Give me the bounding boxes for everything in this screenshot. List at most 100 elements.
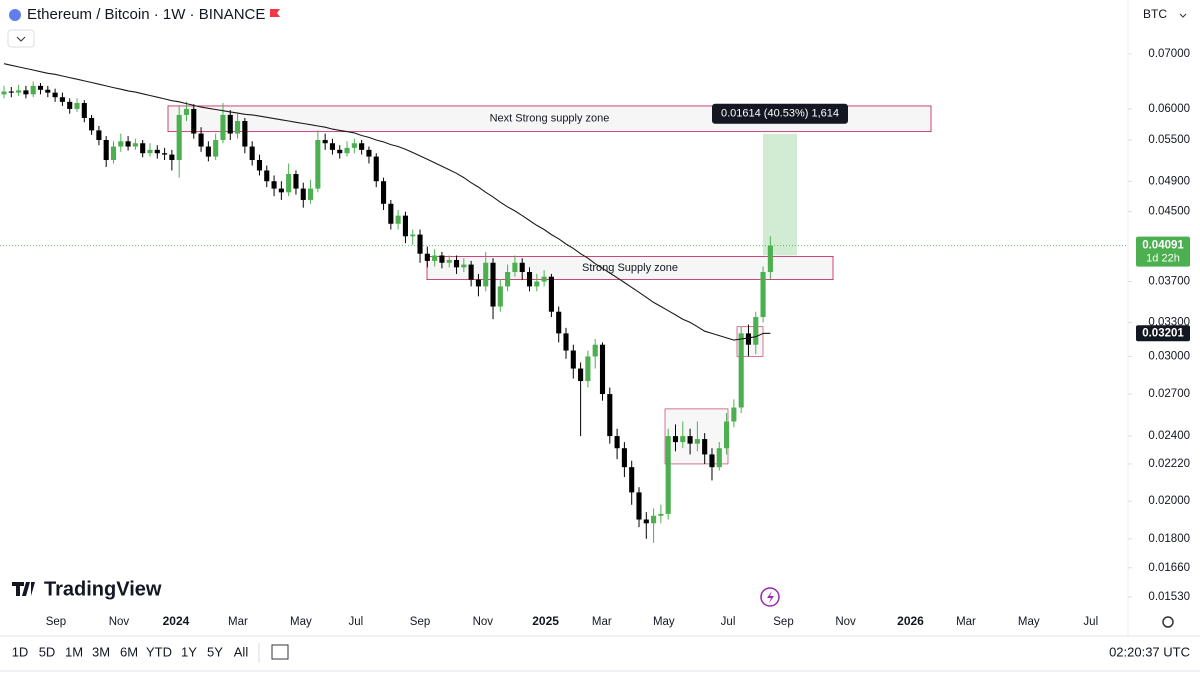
candle-body[interactable] bbox=[453, 260, 460, 268]
candle-body[interactable] bbox=[395, 215, 401, 224]
candle-body[interactable] bbox=[767, 245, 773, 273]
candle-body[interactable] bbox=[366, 149, 372, 157]
candle-body[interactable] bbox=[220, 114, 226, 140]
candle-body[interactable] bbox=[585, 356, 591, 382]
candle-body[interactable] bbox=[249, 146, 255, 161]
candle-body[interactable] bbox=[1, 91, 7, 95]
candle-body[interactable] bbox=[89, 117, 95, 131]
candle-body[interactable] bbox=[140, 143, 146, 154]
candle-body[interactable] bbox=[176, 114, 182, 161]
candle-body[interactable] bbox=[541, 276, 547, 282]
candle-body[interactable] bbox=[45, 89, 51, 93]
range-button[interactable]: 5D bbox=[39, 644, 56, 659]
candle-body[interactable] bbox=[424, 253, 430, 261]
candle-body[interactable] bbox=[636, 492, 642, 520]
candle-body[interactable] bbox=[293, 174, 299, 189]
candle-body[interactable] bbox=[125, 141, 131, 147]
candle-body[interactable] bbox=[322, 139, 328, 144]
candle-body[interactable] bbox=[118, 141, 124, 147]
candle-body[interactable] bbox=[37, 85, 44, 90]
currency[interactable]: BTC bbox=[1143, 7, 1167, 21]
candle-body[interactable] bbox=[621, 448, 627, 468]
candle-body[interactable] bbox=[556, 311, 562, 334]
flag-icon[interactable] bbox=[270, 9, 280, 17]
candle-body[interactable] bbox=[483, 262, 489, 287]
candle-body[interactable] bbox=[745, 333, 752, 345]
candle-body[interactable] bbox=[468, 264, 474, 280]
events-icon[interactable] bbox=[760, 587, 780, 607]
candle-body[interactable] bbox=[687, 436, 693, 444]
symbol-title[interactable]: Ethereum / Bitcoin · 1W · BINANCE bbox=[27, 6, 265, 23]
candle-body[interactable] bbox=[402, 215, 408, 237]
candle-body[interactable] bbox=[592, 344, 598, 357]
candle-body[interactable] bbox=[23, 90, 29, 95]
candle-body[interactable] bbox=[154, 149, 160, 154]
candle-body[interactable] bbox=[446, 260, 452, 263]
measure-area[interactable] bbox=[763, 133, 797, 256]
candle-body[interactable] bbox=[52, 92, 58, 98]
candle-body[interactable] bbox=[439, 255, 445, 263]
candle-body[interactable] bbox=[300, 188, 306, 200]
candle-body[interactable] bbox=[578, 368, 584, 382]
candle-body[interactable] bbox=[286, 174, 292, 193]
range-button[interactable]: 3M bbox=[92, 644, 110, 659]
candle-body[interactable] bbox=[308, 188, 314, 200]
candle-body[interactable] bbox=[74, 103, 80, 109]
candle-body[interactable] bbox=[147, 149, 153, 154]
candle-body[interactable] bbox=[329, 143, 336, 150]
candle-body[interactable] bbox=[81, 103, 87, 118]
candle-body[interactable] bbox=[183, 108, 190, 115]
candle-body[interactable] bbox=[351, 143, 357, 148]
candle-body[interactable] bbox=[388, 203, 394, 224]
candle-body[interactable] bbox=[753, 317, 759, 345]
candle-body[interactable] bbox=[512, 262, 518, 273]
candle-body[interactable] bbox=[132, 143, 138, 147]
candle-body[interactable] bbox=[716, 448, 722, 468]
candle-body[interactable] bbox=[315, 139, 321, 189]
range-button[interactable]: 5Y bbox=[207, 644, 223, 659]
candle-body[interactable] bbox=[665, 436, 671, 514]
candle-body[interactable] bbox=[702, 439, 708, 455]
candle-body[interactable] bbox=[519, 262, 525, 273]
candle-body[interactable] bbox=[475, 279, 481, 287]
candle-body[interactable] bbox=[526, 272, 533, 287]
candle-body[interactable] bbox=[359, 143, 365, 150]
collapse-button[interactable] bbox=[7, 29, 35, 48]
candle-body[interactable] bbox=[432, 255, 438, 261]
candle-body[interactable] bbox=[490, 262, 496, 307]
logo-text[interactable]: TradingView bbox=[44, 578, 162, 600]
candle-body[interactable] bbox=[497, 286, 503, 307]
candle-body[interactable] bbox=[658, 513, 664, 516]
candle-body[interactable] bbox=[534, 281, 540, 287]
candle-body[interactable] bbox=[8, 91, 14, 93]
candle-body[interactable] bbox=[278, 188, 284, 193]
candle-body[interactable] bbox=[344, 147, 350, 154]
candle-body[interactable] bbox=[59, 97, 65, 102]
candle-body[interactable] bbox=[461, 264, 467, 268]
candle-body[interactable] bbox=[16, 90, 22, 93]
candle-body[interactable] bbox=[256, 160, 263, 171]
candle-body[interactable] bbox=[643, 519, 649, 524]
candle-body[interactable] bbox=[110, 146, 117, 161]
candle-body[interactable] bbox=[724, 421, 730, 449]
candle-body[interactable] bbox=[548, 276, 554, 312]
date-range-icon[interactable] bbox=[271, 644, 289, 660]
candle-body[interactable] bbox=[505, 272, 511, 287]
candle-body[interactable] bbox=[103, 139, 109, 161]
candle-body[interactable] bbox=[651, 515, 657, 524]
range-button[interactable]: 1M bbox=[65, 644, 83, 659]
candle-body[interactable] bbox=[731, 407, 737, 422]
candle-body[interactable] bbox=[227, 114, 233, 134]
candle-body[interactable] bbox=[672, 436, 679, 443]
candle-body[interactable] bbox=[67, 101, 73, 109]
candle-body[interactable] bbox=[680, 436, 686, 443]
candle-body[interactable] bbox=[614, 436, 620, 449]
candle-body[interactable] bbox=[96, 130, 102, 140]
candle-body[interactable] bbox=[162, 153, 168, 155]
range-button[interactable]: All bbox=[234, 644, 249, 659]
candle-body[interactable] bbox=[629, 467, 635, 493]
candle-body[interactable] bbox=[570, 350, 576, 369]
candle-body[interactable] bbox=[242, 121, 248, 147]
candle-body[interactable] bbox=[337, 149, 343, 154]
candle-body[interactable] bbox=[694, 439, 700, 444]
